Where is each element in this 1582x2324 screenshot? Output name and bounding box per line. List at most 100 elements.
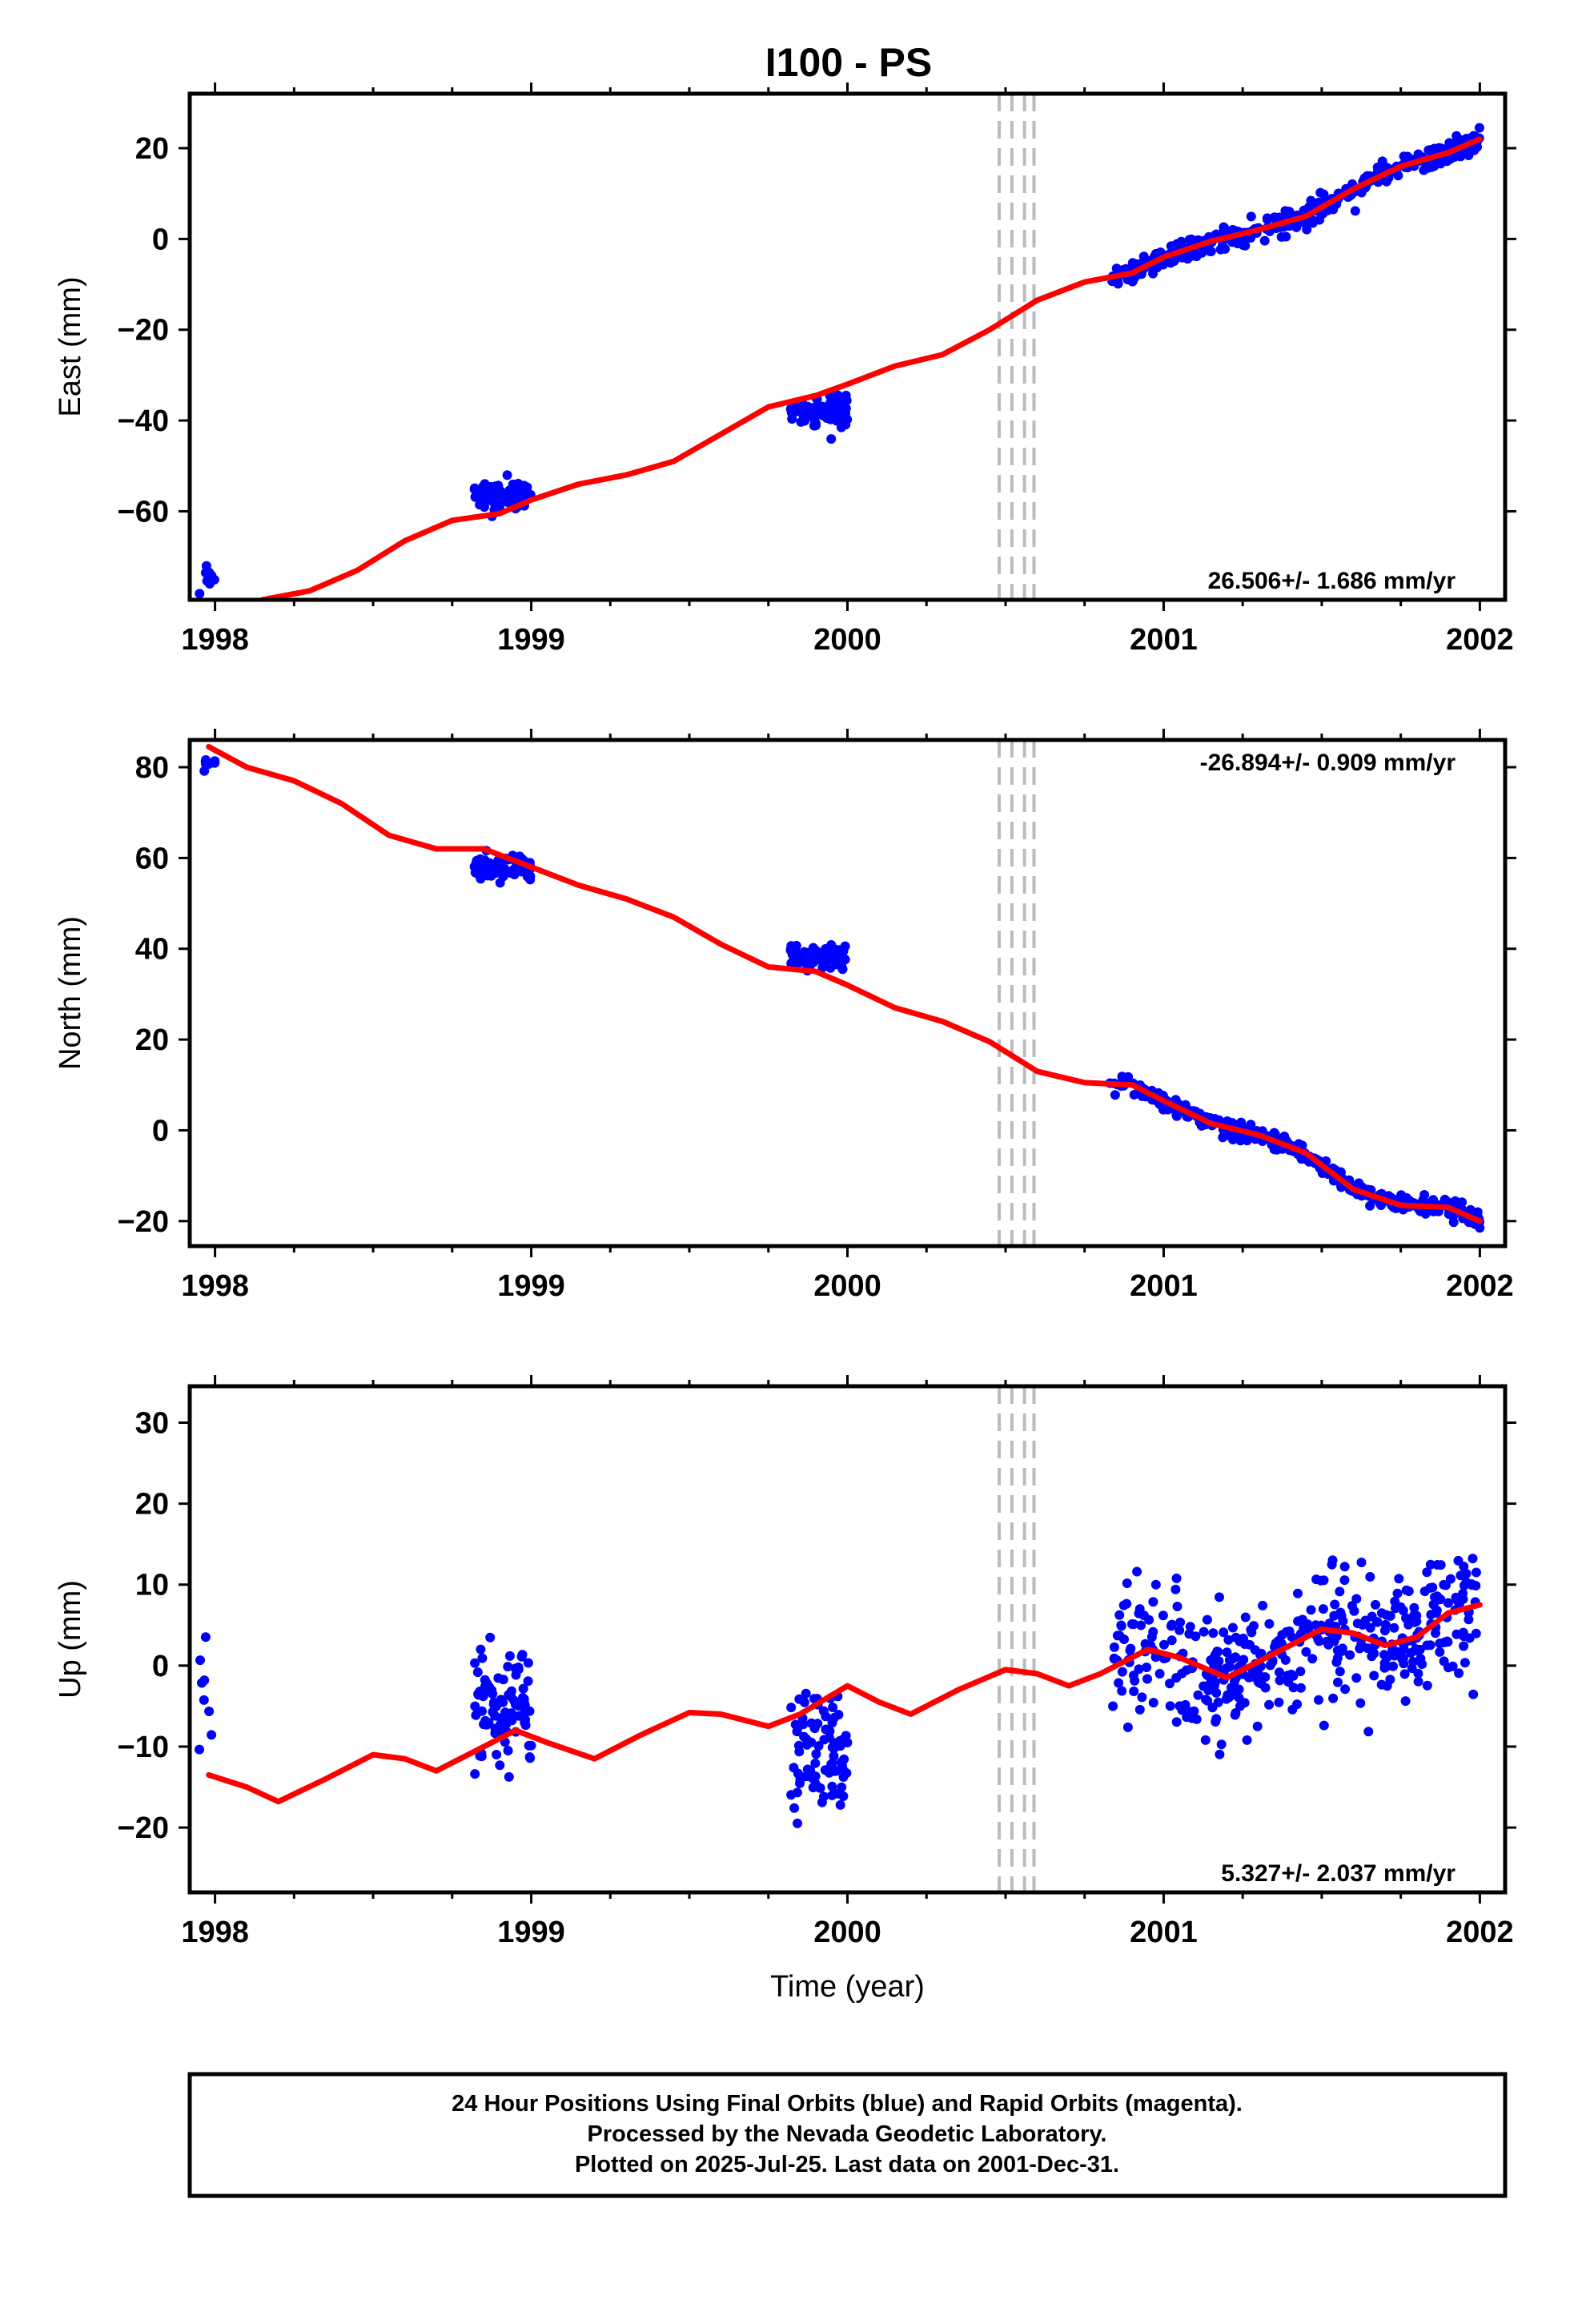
y-tick-label: −20 <box>118 1811 169 1845</box>
data-point <box>1182 1665 1191 1675</box>
data-point <box>1244 1672 1255 1683</box>
data-point <box>1116 1621 1126 1631</box>
data-point <box>503 1662 513 1672</box>
data-point <box>838 1791 849 1801</box>
footer-box: 24 Hour Positions Using Final Orbits (bl… <box>187 2072 1508 2198</box>
data-point <box>1293 1588 1303 1598</box>
data-point <box>1230 1710 1240 1720</box>
data-point <box>1293 1616 1303 1626</box>
data-point <box>478 1691 488 1702</box>
model-curve <box>259 136 1483 600</box>
data-point <box>1394 1574 1404 1584</box>
data-point <box>1288 1683 1299 1693</box>
data-point <box>1350 206 1360 216</box>
data-point <box>810 1758 821 1768</box>
data-point <box>1418 1195 1428 1205</box>
data-point <box>828 1703 838 1712</box>
data-point <box>477 1653 488 1663</box>
data-point <box>1189 1706 1199 1716</box>
data-point <box>1201 1695 1211 1705</box>
data-point <box>1214 1656 1224 1667</box>
data-point <box>513 1663 524 1672</box>
data-point <box>1215 1749 1225 1759</box>
data-point <box>801 1688 811 1699</box>
data-point <box>509 870 520 879</box>
data-point <box>1271 1144 1282 1155</box>
data-point <box>1184 235 1195 245</box>
y-tick-label: 40 <box>135 933 169 967</box>
data-point <box>1235 1701 1245 1711</box>
data-point <box>1258 1600 1268 1610</box>
data-point <box>470 867 480 878</box>
data-point <box>1365 1622 1375 1633</box>
data-point <box>1212 1647 1223 1657</box>
footer-line-3: Plotted on 2025-Jul-25. Last data on 200… <box>575 2152 1119 2177</box>
data-point <box>824 1732 834 1743</box>
data-point <box>1275 1667 1284 1678</box>
data-point <box>1126 1643 1136 1654</box>
data-point <box>1376 1679 1387 1690</box>
data-point <box>837 1782 847 1792</box>
data-point <box>1247 1627 1257 1638</box>
data-point <box>792 1787 802 1798</box>
data-point <box>1335 1667 1345 1677</box>
data-point <box>1280 1655 1291 1665</box>
data-point <box>1142 1674 1152 1684</box>
data-point <box>1287 1704 1298 1715</box>
data-point <box>1263 215 1272 225</box>
data-point <box>1239 1655 1249 1665</box>
data-point <box>1165 1679 1174 1689</box>
panel-north: 1998 1999 2000 2001 2002 −20 0 20 40 60 80 North (m… <box>54 729 1516 1303</box>
data-point <box>1264 1618 1275 1629</box>
footer-frame <box>187 2072 1508 2198</box>
data-point <box>518 1693 528 1703</box>
data-point <box>1193 1690 1203 1700</box>
data-point <box>1274 212 1284 223</box>
data-point <box>502 470 512 480</box>
data-point <box>506 1686 516 1696</box>
data-point <box>1464 151 1474 160</box>
data-point <box>1318 208 1328 219</box>
data-point <box>1211 1687 1222 1698</box>
data-point <box>1319 1575 1329 1586</box>
data-point <box>789 1763 799 1773</box>
data-point <box>838 1734 849 1744</box>
data-point <box>811 418 821 428</box>
data-point <box>1345 1650 1355 1660</box>
data-point <box>1347 1601 1357 1611</box>
data-point <box>199 1675 210 1686</box>
data-point <box>1365 1200 1375 1211</box>
data-point <box>1283 1671 1293 1681</box>
data-point <box>471 1710 481 1720</box>
data-point <box>1471 1567 1481 1578</box>
data-point <box>1422 1640 1432 1651</box>
x-tick-label: 1999 <box>497 1269 565 1303</box>
y-tick-label: −20 <box>118 314 169 348</box>
data-point <box>1221 1663 1231 1674</box>
data-point <box>472 855 482 866</box>
data-point <box>1395 1602 1406 1612</box>
data-point <box>801 1739 812 1750</box>
data-point <box>793 1818 802 1828</box>
data-point <box>1146 1632 1157 1642</box>
data-point <box>1425 1559 1435 1570</box>
data-point <box>1439 1656 1449 1667</box>
x-tick-label: 2001 <box>1130 1916 1198 1949</box>
data-point <box>1339 1575 1350 1586</box>
figure-title: I100 - PS <box>765 40 932 85</box>
data-point <box>1224 1131 1235 1140</box>
data-point <box>490 864 500 875</box>
data-point <box>1324 1618 1335 1628</box>
data-point <box>504 1771 514 1782</box>
data-point <box>1409 1614 1419 1624</box>
data-point <box>199 1695 209 1705</box>
y-tick-label: 30 <box>135 1407 169 1441</box>
data-point <box>1114 1678 1124 1688</box>
data-point <box>1406 1648 1416 1658</box>
data-point <box>1351 1594 1362 1604</box>
data-point <box>470 1658 480 1668</box>
data-point <box>1202 1614 1212 1625</box>
data-point <box>1129 1687 1139 1696</box>
data-point <box>821 1724 831 1735</box>
